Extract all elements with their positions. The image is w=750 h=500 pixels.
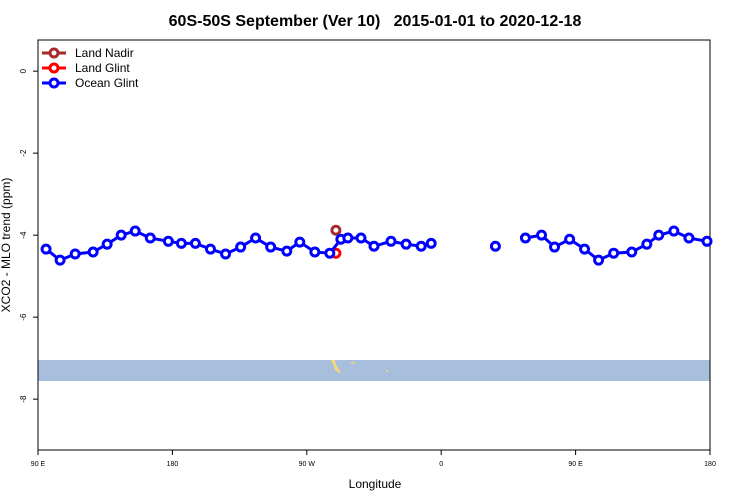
data-point [415,240,427,252]
x-tick-label: 180 [167,461,179,468]
legend-label: Land Nadir [75,46,134,60]
data-point [579,243,591,255]
data-point [549,241,561,253]
data-point [189,237,201,249]
data-point [204,243,216,255]
data-point [294,236,306,248]
data-point [425,237,437,249]
data-point [175,237,187,249]
y-axis-label: XCO2 - MLO trend (ppm) [0,178,13,313]
x-tick-label: 90 E [31,461,46,468]
data-point [489,240,501,252]
data-point [626,246,638,258]
data-point [536,229,548,241]
legend-marker [48,47,60,59]
data-point [265,241,277,253]
legend-marker [48,77,60,89]
y-tick-label: -2 [19,149,28,157]
legend-marker [48,62,60,74]
data-point [162,235,174,247]
data-point [220,248,232,260]
data-point [342,232,354,244]
data-point [54,254,66,266]
data-point [40,243,52,255]
data-point [144,232,156,244]
data-point [608,247,620,259]
data-point [385,235,397,247]
data-point [129,225,141,237]
data-point [355,232,367,244]
data-point [368,240,380,252]
x-tick-label: 90 W [299,461,316,468]
data-point [400,238,412,250]
data-point [281,245,293,257]
data-point [235,241,247,253]
x-tick-label: 0 [439,461,443,468]
data-point [519,232,531,244]
land-shape [386,370,388,372]
ocean-band [38,360,710,381]
data-point [653,229,665,241]
chart-title: 60S-50S September (Ver 10) 2015-01-01 to… [169,13,582,30]
data-point [701,235,713,247]
data-point [101,238,113,250]
y-tick-label: -8 [19,395,28,403]
land-shape [351,362,355,364]
data-point [668,225,680,237]
data-point [641,238,653,250]
data-point [683,232,695,244]
x-tick-label: 90 E [568,461,583,468]
data-point [69,248,81,260]
x-axis-label: Longitude [349,477,402,491]
y-tick-label: 0 [19,68,28,73]
data-point [593,254,605,266]
land-shape [331,360,341,373]
legend-label: Ocean Glint [75,76,139,90]
y-tick-label: -4 [19,231,28,239]
data-point [330,224,342,236]
data-point [87,246,99,258]
y-tick-label: -6 [19,313,28,321]
data-point [324,247,336,259]
data-point [309,246,321,258]
data-point [564,233,576,245]
legend-label: Land Glint [75,61,130,75]
series-line [45,229,432,262]
x-tick-label: 180 [704,461,716,468]
data-point [250,232,262,244]
data-point [115,229,127,241]
